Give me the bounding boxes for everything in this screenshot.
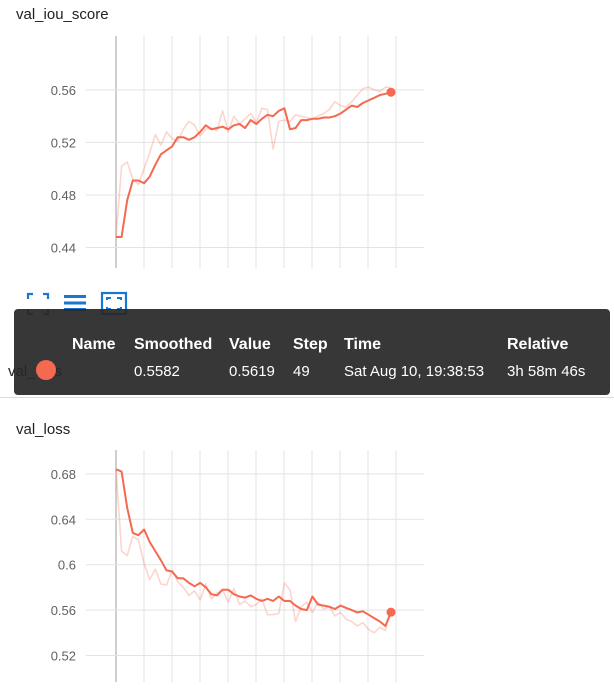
tooltip-relative-value: 3h 58m 46s (507, 363, 586, 380)
hover-point-marker (386, 87, 396, 97)
tooltip-step-value: 49 (293, 363, 310, 380)
fit-domain-icon (26, 292, 50, 316)
smoothed-series-line (115, 468, 392, 627)
y-tick-label: 0.64 (51, 512, 76, 527)
raw-series-line (115, 86, 392, 238)
y-tick-label: 0.48 (51, 188, 76, 203)
smoothed-series-line (116, 91, 392, 238)
tooltip-header-smoothed: Smoothed (134, 336, 213, 353)
y-tick-label: 0.52 (51, 649, 76, 664)
fit-domain-button[interactable] (24, 290, 52, 318)
tooltip-smoothed-value: 0.5582 (134, 363, 180, 380)
y-tick-label: 0.56 (51, 83, 76, 98)
tooltip-header-step: Step (293, 336, 328, 353)
tooltip-header-time: Time (344, 336, 382, 353)
y-tick-label: 0.68 (51, 467, 76, 482)
raw-series-line (115, 469, 392, 634)
tooltip-header-relative: Relative (507, 336, 569, 353)
hover-point-marker (386, 607, 396, 617)
y-tick-label: 0.56 (51, 603, 76, 618)
tooltip-time-value: Sat Aug 10, 19:38:53 (344, 363, 485, 380)
chart-title-loss: val_loss (16, 421, 71, 438)
y-tick-label: 0.52 (51, 135, 76, 150)
tooltip-header-value: Value (229, 336, 271, 353)
y-tick-label: 0.44 (51, 241, 76, 256)
data-tooltip: Name Smoothed Value Step Time Relative 0… (14, 309, 610, 395)
tooltip-header-name: Name (72, 336, 116, 353)
y-tick-label: 0.6 (58, 558, 76, 573)
series-color-swatch (36, 360, 56, 380)
chart-title-iou: val_iou_score (16, 6, 109, 23)
tooltip-raw-value: 0.5619 (229, 363, 275, 380)
iou-score-chart[interactable]: 0.44 0.48 0.52 0.56 (0, 0, 614, 270)
card-divider (0, 397, 614, 398)
